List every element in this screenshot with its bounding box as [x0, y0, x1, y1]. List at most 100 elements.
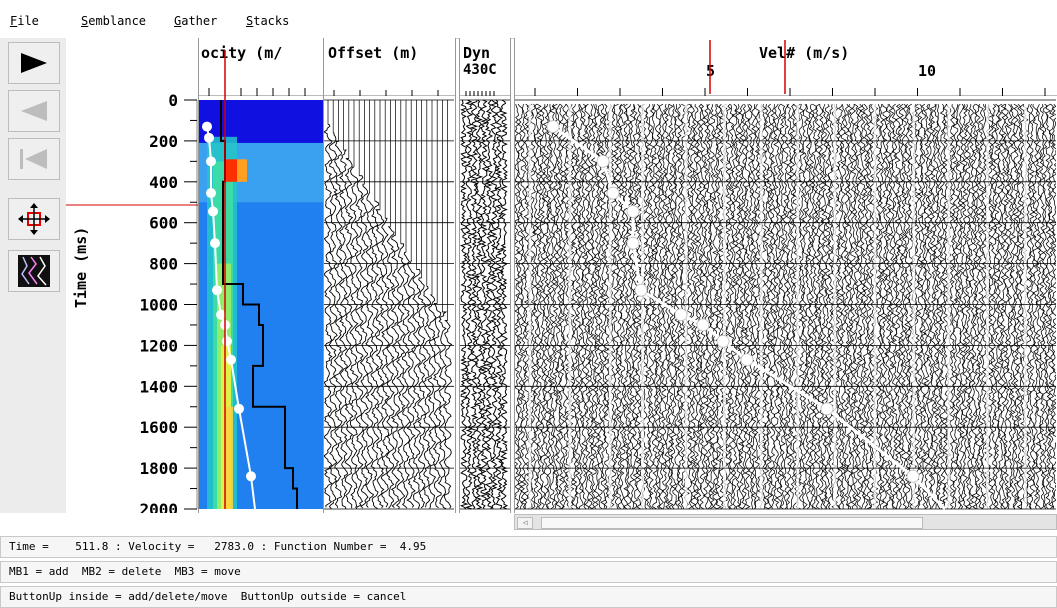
offset-trace: [344, 158, 354, 509]
stack-trace: [897, 103, 905, 510]
stack-plot[interactable]: [515, 38, 1056, 513]
time-tick-label: 200: [149, 132, 178, 151]
play-forward-icon: [21, 53, 47, 73]
offset-panel: Offset (m): [324, 38, 456, 513]
stack-trace: [824, 103, 831, 510]
time-tick-label: 0: [168, 91, 178, 110]
stack-trace: [548, 103, 556, 510]
velocity-title: ocity (m/: [201, 44, 283, 62]
velocity-pick-point: [210, 238, 220, 249]
stack-trace: [827, 104, 834, 510]
stack-trace: [699, 103, 706, 510]
velocity-pick-point: [234, 403, 244, 414]
time-tick-label: 600: [149, 214, 178, 233]
stack-trace: [629, 104, 636, 510]
menu-stacks[interactable]: Stacks: [246, 14, 290, 28]
stack-trace: [632, 103, 639, 510]
stack-trace: [1016, 103, 1023, 510]
stack-trace: [907, 103, 914, 510]
stack-trace: [612, 103, 620, 510]
stack-trace: [1025, 103, 1033, 510]
wiggle-trace-button[interactable]: [8, 250, 60, 292]
velocity-pick-point: [208, 206, 218, 217]
play-backward-button[interactable]: [8, 90, 60, 132]
stack-trace: [875, 103, 882, 510]
offset-trace: [354, 175, 364, 509]
menu-semblance[interactable]: Semblance: [81, 14, 147, 28]
stack-header: Vel# (m/s) 5 10: [515, 38, 1057, 96]
horizontal-scrollbar[interactable]: ◁: [514, 514, 1057, 530]
stack-trace: [856, 103, 863, 510]
stack-trace: [587, 103, 594, 510]
stack-trace: [622, 103, 629, 510]
stack-trace: [1000, 103, 1007, 510]
semblance-peak-edge: [237, 159, 247, 182]
velocity-pick-point: [222, 336, 232, 347]
scroll-thumb[interactable]: [541, 517, 923, 529]
stack-trace: [658, 103, 665, 510]
stack-trace: [625, 103, 633, 510]
stack-trace: [997, 103, 1004, 510]
play-forward-button[interactable]: [8, 42, 60, 84]
stack-trace: [901, 103, 908, 510]
stack-trace: [536, 103, 543, 510]
stack-trace: [916, 103, 924, 510]
stack-trace: [862, 103, 869, 510]
menu-gather[interactable]: Gather: [174, 14, 218, 28]
velocity-pick-point: [204, 132, 214, 143]
stack-trace: [974, 103, 981, 510]
stack-trace: [734, 103, 742, 510]
offset-trace: [338, 149, 349, 510]
stack-pick-point: [634, 283, 648, 297]
offset-trace: [385, 226, 395, 509]
stack-pick-point: [696, 318, 710, 332]
offset-trace: [422, 285, 432, 508]
status-readout: Time = 511.8 : Velocity = 2783.0 : Funct…: [0, 536, 1057, 558]
stack-trace: [750, 104, 757, 510]
time-tick-label: 1000: [139, 296, 178, 315]
stack-trace: [885, 104, 892, 510]
stack-pick-point: [606, 186, 620, 200]
offset-trace: [375, 209, 385, 509]
rewind-to-start-button[interactable]: [8, 138, 60, 180]
offset-gather-plot[interactable]: [324, 38, 454, 513]
offset-trace: [427, 294, 437, 509]
menu-file[interactable]: File: [10, 14, 39, 28]
time-axis: 0 200 400 600 800 1000 1200 1400 1600 1800 2000 Ti…: [66, 38, 198, 513]
stack-trace: [792, 103, 799, 510]
offset-trace: [432, 303, 442, 509]
offset-trace: [324, 124, 333, 508]
stack-pick-point: [716, 334, 730, 348]
scroll-left-arrow[interactable]: ◁: [517, 517, 533, 529]
move-cursor-button[interactable]: [8, 198, 60, 240]
stack-trace: [763, 104, 770, 510]
time-axis-label: Time (ms): [72, 226, 90, 308]
offset-trace: [390, 234, 401, 509]
time-tick-label: 2000: [139, 500, 178, 513]
stack-trace: [597, 103, 604, 510]
time-tick-label: 1600: [139, 418, 178, 437]
stack-trace: [635, 103, 642, 510]
stack-trace: [517, 103, 524, 510]
stack-trace: [1045, 103, 1052, 510]
stack-trace: [712, 104, 719, 510]
stack-trace: [737, 103, 745, 510]
stack-title: Vel# (m/s): [759, 44, 850, 62]
stack-trace: [654, 103, 661, 510]
time-axis-svg: 0 200 400 600 800 1000 1200 1400 1600 1800 2000: [66, 91, 198, 513]
stack-trace: [609, 104, 617, 510]
time-tick-label: 1400: [139, 377, 178, 396]
rewind-to-start-icon: [20, 149, 47, 169]
stack-trace: [882, 103, 889, 510]
stack-trace: [593, 104, 601, 510]
stack-trace: [798, 104, 805, 510]
stack-trace: [747, 103, 754, 510]
stack-trace: [821, 103, 828, 510]
stack-trace: [805, 104, 812, 510]
velocity-pick-point: [206, 156, 216, 167]
stack-trace: [904, 103, 911, 510]
stack-trace: [817, 104, 825, 510]
semblance-plot[interactable]: [199, 38, 323, 513]
dyn-stack-plot[interactable]: [460, 38, 510, 513]
velocity-pick-point: [246, 471, 256, 482]
